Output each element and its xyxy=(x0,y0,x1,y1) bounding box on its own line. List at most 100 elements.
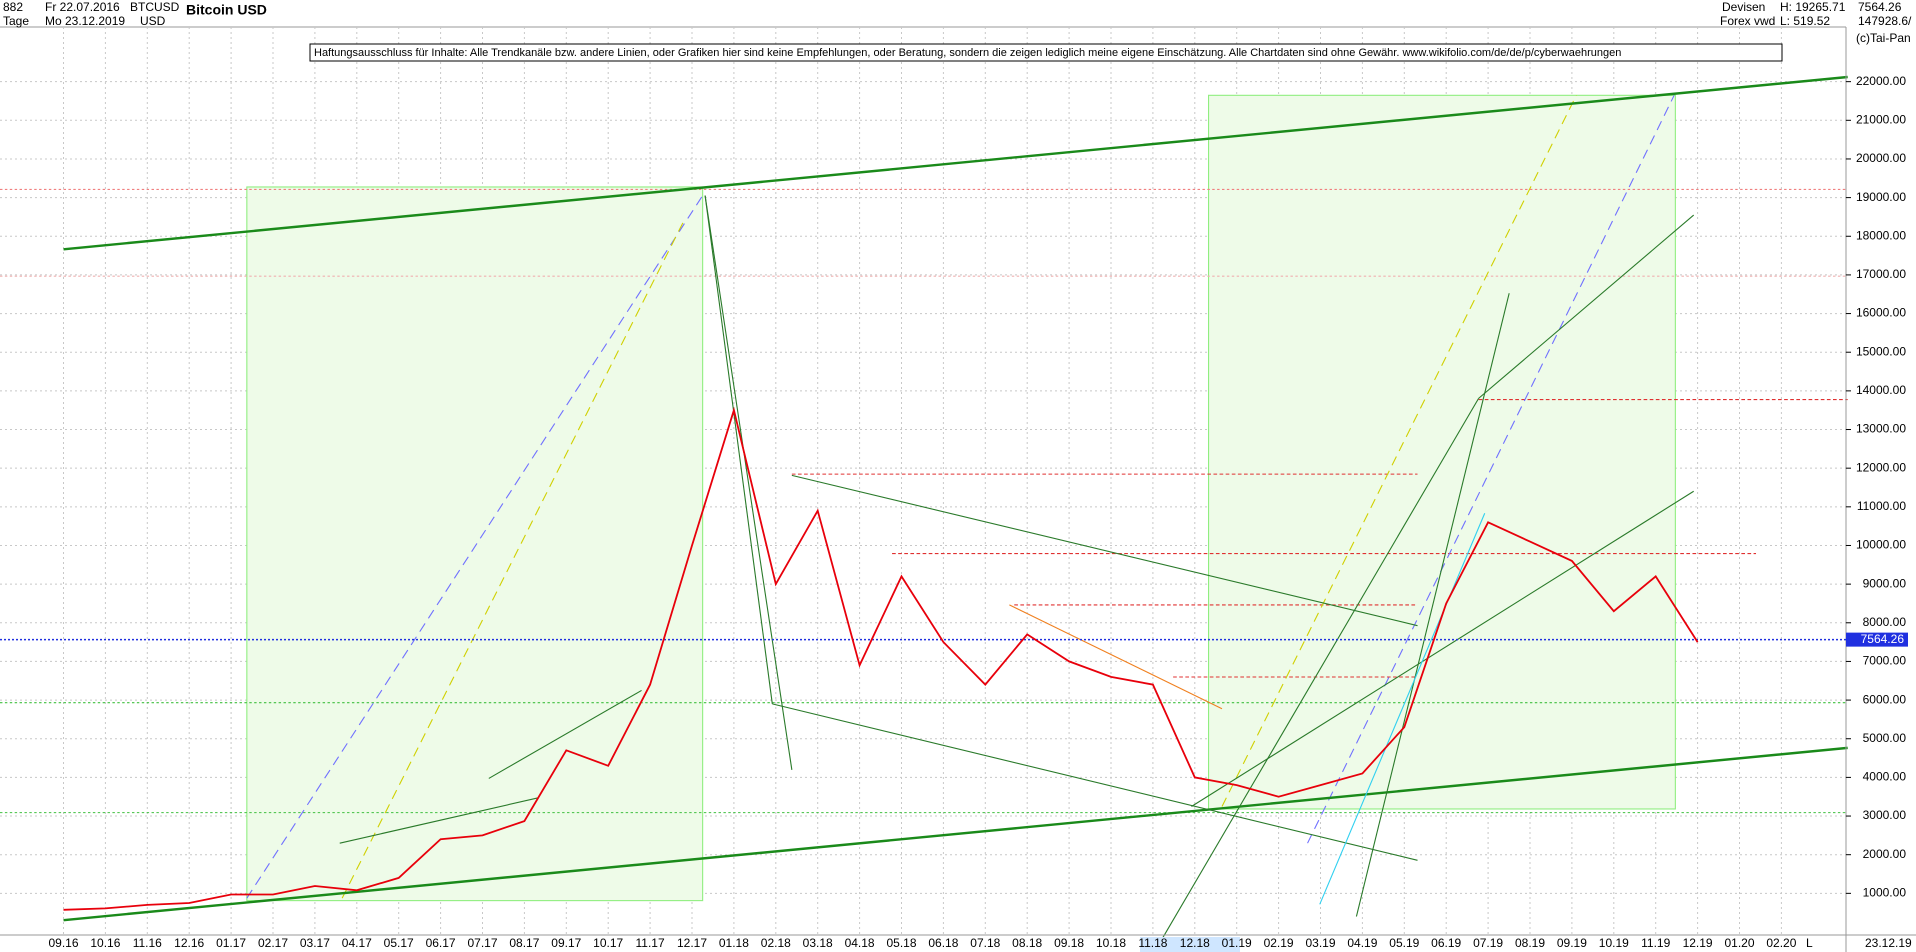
x-tick-label: 07.18 xyxy=(970,936,1000,950)
x-tick-label: 09.19 xyxy=(1557,936,1587,950)
y-tick-label: 12000.00 xyxy=(1856,460,1906,474)
volume: 147928.6/ xyxy=(1858,14,1912,28)
x-tick-label: 03.18 xyxy=(803,936,833,950)
trend-line xyxy=(772,703,1418,861)
trend-line xyxy=(488,689,642,779)
y-tick-label: 16000.00 xyxy=(1856,306,1906,320)
x-tick-label: 12.16 xyxy=(174,936,204,950)
x-tick-label: 07.19 xyxy=(1473,936,1503,950)
x-tick-label: 03.17 xyxy=(300,936,330,950)
zone xyxy=(1208,94,1676,810)
currency: USD xyxy=(140,14,166,28)
y-tick-label: 22000.00 xyxy=(1856,74,1906,88)
x-tick-label: 11.18 xyxy=(1138,936,1167,950)
y-tick-label: 14000.00 xyxy=(1856,383,1906,397)
x-tick-label: 11.19 xyxy=(1641,936,1670,950)
y-tick-label: 1000.00 xyxy=(1863,886,1907,900)
y-tick-label: 8000.00 xyxy=(1863,615,1907,629)
trend-line xyxy=(1319,513,1486,905)
disclaimer-border xyxy=(309,43,1783,62)
copyright: (c)Tai-Pan xyxy=(1856,31,1911,45)
x-tick-label: 06.19 xyxy=(1431,936,1461,950)
trend-line xyxy=(1191,490,1694,807)
x-tick-label: 12.18 xyxy=(1180,936,1210,950)
trend-line xyxy=(63,746,1848,922)
fan-line xyxy=(1221,95,1577,807)
disclaimer: Haftungsausschluss für Inhalte: Alle Tre… xyxy=(314,47,1621,59)
trend-line xyxy=(1160,398,1480,942)
last-price-tag xyxy=(1846,632,1908,647)
trend-line xyxy=(791,474,1418,627)
x-tick-label: 09.18 xyxy=(1054,936,1084,950)
chart-title: Bitcoin USD xyxy=(186,2,267,18)
x-tick-label: 06.18 xyxy=(928,936,958,950)
x-tick-label: 10.18 xyxy=(1096,936,1126,950)
x-tick-label: 04.18 xyxy=(845,936,875,950)
fan-line xyxy=(246,195,704,899)
y-tick-label: 21000.00 xyxy=(1856,112,1906,126)
y-tick-label: 2000.00 xyxy=(1863,847,1907,861)
axis-highlight xyxy=(1140,937,1240,952)
last: 7564.26 xyxy=(1858,0,1902,14)
from-date: Fr 22.07.2016 xyxy=(45,0,120,14)
x-tick-label: 01.19 xyxy=(1222,936,1252,950)
x-tick-label: 04.17 xyxy=(342,936,372,950)
trend-line xyxy=(704,195,773,704)
drawings xyxy=(0,75,1848,942)
x-tick-label: 10.19 xyxy=(1599,936,1629,950)
x-tick-label: 05.19 xyxy=(1389,936,1419,950)
x-tick-label: 08.17 xyxy=(509,936,539,950)
symbol: BTCUSD xyxy=(130,0,180,14)
low: L: 519.52 xyxy=(1780,14,1830,28)
footer-date: 23.12.19 xyxy=(1865,936,1912,950)
fan-line xyxy=(1307,95,1675,844)
x-tick-label: 12.17 xyxy=(677,936,707,950)
y-tick-label: 3000.00 xyxy=(1863,808,1907,822)
y-tick-label: 10000.00 xyxy=(1856,538,1906,552)
price-line xyxy=(63,406,1699,911)
y-tick-label: 17000.00 xyxy=(1856,267,1906,281)
y-tick-label: 18000.00 xyxy=(1856,228,1906,242)
disclaimer-box: Haftungsausschluss für Inhalte: Alle Tre… xyxy=(309,43,1783,62)
x-tick-label: 02.20 xyxy=(1766,936,1796,950)
trend-line xyxy=(704,195,793,770)
x-tick-label: 02.19 xyxy=(1264,936,1294,950)
trend-line xyxy=(1355,293,1510,917)
x-tick-label: 11.16 xyxy=(133,936,162,950)
y-tick-label: 20000.00 xyxy=(1856,151,1906,165)
header: 882 Fr 22.07.2016 Tage Mo 23.12.2019 BTC… xyxy=(0,0,1912,45)
x-tick-label: 03.19 xyxy=(1305,936,1335,950)
x-tick-label: 01.20 xyxy=(1724,936,1754,950)
x-tick-label: 02.18 xyxy=(761,936,791,950)
zone xyxy=(246,186,704,902)
period: Tage xyxy=(3,14,29,28)
x-tick-label: 06.17 xyxy=(426,936,456,950)
x-tick-label: 08.19 xyxy=(1515,936,1545,950)
x-tick-label: 07.17 xyxy=(467,936,497,950)
x-tick-label: 01.17 xyxy=(216,936,246,950)
x-tick-label: 01.18 xyxy=(719,936,749,950)
trend-line xyxy=(1009,604,1223,710)
x-tick-label: 10.16 xyxy=(90,936,120,950)
trend-line xyxy=(1478,214,1695,399)
last-price-label: 7564.26 xyxy=(1861,632,1905,646)
y-tick-label: 9000.00 xyxy=(1863,576,1907,590)
y-tick-label: 11000.00 xyxy=(1857,499,1906,513)
x-tick-label: 10.17 xyxy=(593,936,623,950)
x-tick-label: 04.19 xyxy=(1347,936,1377,950)
y-tick-label: 13000.00 xyxy=(1856,422,1906,436)
x-tick-label: 12.19 xyxy=(1683,936,1713,950)
x-tick-label: 09.16 xyxy=(48,936,78,950)
x-tick-label: 05.18 xyxy=(886,936,916,950)
x-tick-label: 11.17 xyxy=(636,936,665,950)
high: H: 19265.71 xyxy=(1780,0,1846,14)
y-tick-label: 7000.00 xyxy=(1863,654,1907,668)
x-tick-label: 09.17 xyxy=(551,936,581,950)
trend-line xyxy=(63,75,1848,251)
y-tick-label: 15000.00 xyxy=(1856,344,1906,358)
x-tick-label: 08.18 xyxy=(1012,936,1042,950)
x-tick-label: 05.17 xyxy=(384,936,414,950)
to-date: Mo 23.12.2019 xyxy=(45,14,125,28)
exchange: Devisen xyxy=(1722,0,1765,14)
